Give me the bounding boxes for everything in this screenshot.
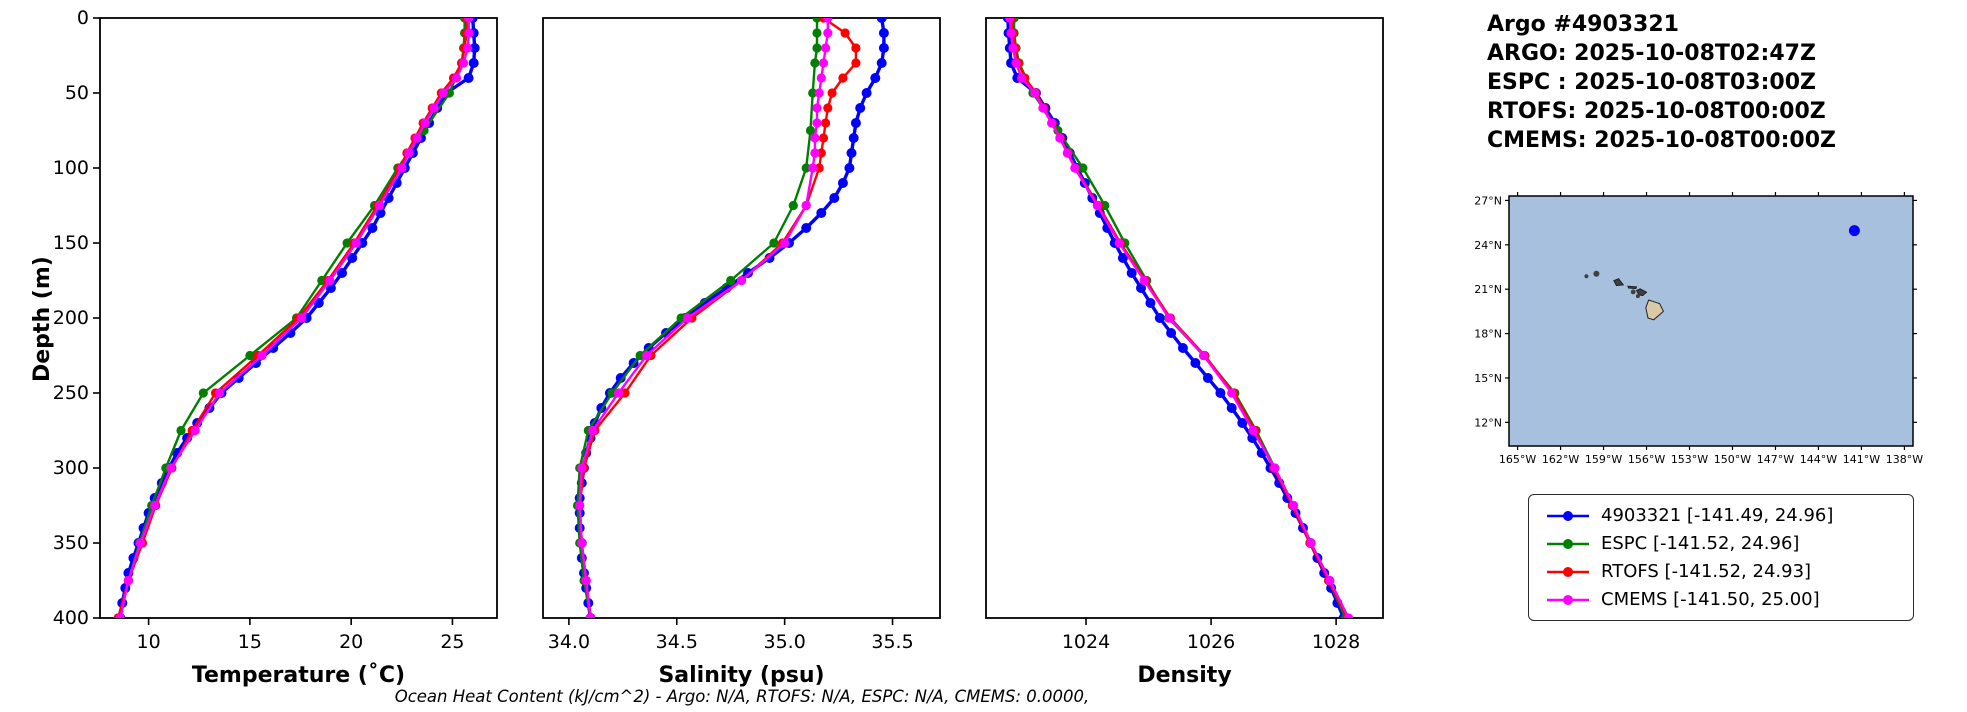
island-hawaii (1645, 299, 1665, 321)
svg-text:162°W: 162°W (1542, 453, 1579, 466)
map-svg: 165°W 162°W 159°W 156°W 153°W 150°W 147°W 144°W… (1474, 192, 1923, 466)
legend: 4903321 [-141.49, 24.96] ESPC [-141.52, 2… (1528, 494, 1914, 621)
svg-text:1028: 1028 (1312, 631, 1360, 653)
svg-text:27°N: 27°N (1474, 194, 1502, 207)
legend-label: CMEMS [-141.50, 25.00] (1601, 589, 1820, 610)
svg-text:50: 50 (65, 82, 89, 104)
svg-text:1026: 1026 (1187, 631, 1235, 653)
legend-item-cmems: CMEMS [-141.50, 25.00] (1545, 589, 1897, 610)
island-niihau (1584, 274, 1589, 279)
ocean-heat-content-caption: Ocean Heat Content (kJ/cm^2) - Argo: N/A… (394, 687, 1090, 706)
svg-text:Density: Density (1137, 663, 1231, 688)
island-molokai (1627, 285, 1638, 290)
svg-text:144°W: 144°W (1800, 453, 1837, 466)
svg-text:300: 300 (53, 457, 89, 479)
density-chart: 1024 1026 1028 Density (976, 0, 1395, 694)
legend-label: 4903321 [-141.49, 24.96] (1601, 505, 1834, 526)
svg-text:10: 10 (137, 631, 161, 653)
legend-line-marker-icon (1547, 510, 1589, 521)
salinity-chart: 34.0 34.5 35.0 35.5 Salinity (psu) (533, 0, 952, 694)
svg-text:18°N: 18°N (1474, 328, 1502, 341)
svg-text:20: 20 (339, 631, 363, 653)
svg-text:Salinity (psu): Salinity (psu) (658, 663, 824, 688)
svg-text:147°W: 147°W (1757, 453, 1794, 466)
svg-text:200: 200 (53, 307, 89, 329)
legend-item-4903321: 4903321 [-141.49, 24.96] (1545, 505, 1897, 526)
svg-text:159°W: 159°W (1585, 453, 1622, 466)
svg-text:Temperature (˚C): Temperature (˚C) (192, 663, 405, 688)
svg-text:34.5: 34.5 (656, 631, 698, 653)
density-profile-svg: 1024 1026 1028 Density (985, 17, 1384, 688)
temperature-chart: 10 15 20 25 0 50 100 150 200 250 300 350 400 Temperat… (42, 0, 509, 694)
svg-text:156°W: 156°W (1628, 453, 1665, 466)
svg-text:25: 25 (440, 631, 464, 653)
svg-text:150°W: 150°W (1714, 453, 1751, 466)
svg-text:250: 250 (53, 382, 89, 404)
svg-text:24°N: 24°N (1474, 239, 1502, 252)
svg-text:138°W: 138°W (1886, 453, 1923, 466)
legend-line-marker-icon (1547, 538, 1589, 549)
svg-text:400: 400 (53, 607, 89, 629)
island-kauai (1593, 270, 1600, 277)
svg-text:35.5: 35.5 (871, 631, 913, 653)
argo-timestamp: ARGO: 2025-10-08T02:47Z (1487, 41, 1816, 66)
svg-text:165°W: 165°W (1499, 453, 1536, 466)
svg-text:15°N: 15°N (1474, 372, 1502, 385)
legend-line-marker-icon (1547, 594, 1589, 605)
legend-item-rtofs: RTOFS [-141.52, 24.93] (1545, 561, 1897, 582)
legend-label: RTOFS [-141.52, 24.93] (1601, 561, 1812, 582)
svg-text:350: 350 (53, 532, 89, 554)
location-map: 165°W 162°W 159°W 156°W 153°W 150°W 147°W 144°W… (1448, 188, 1967, 492)
svg-text:141°W: 141°W (1843, 453, 1880, 466)
svg-text:12°N: 12°N (1474, 416, 1502, 429)
salinity-profile-svg: 34.0 34.5 35.0 35.5 Salinity (psu) (542, 17, 941, 688)
island-kahoolawe (1635, 294, 1640, 299)
espc-timestamp: ESPC : 2025-10-08T03:00Z (1487, 70, 1816, 95)
figure-title: Argo #4903321 (1487, 12, 1679, 37)
rtofs-timestamp: RTOFS: 2025-10-08T00:00Z (1487, 99, 1826, 124)
svg-text:34.0: 34.0 (548, 631, 590, 653)
svg-text:0: 0 (77, 7, 89, 29)
svg-text:100: 100 (53, 157, 89, 179)
svg-text:153°W: 153°W (1671, 453, 1708, 466)
legend-item-espc: ESPC [-141.52, 24.96] (1545, 533, 1897, 554)
svg-text:15: 15 (238, 631, 262, 653)
island-oahu (1613, 278, 1625, 287)
island-maui (1635, 288, 1648, 297)
legend-label: ESPC [-141.52, 24.96] (1601, 533, 1800, 554)
svg-text:21°N: 21°N (1474, 283, 1502, 296)
temperature-profile-svg: 10 15 20 25050100150200250300350400Temperat… (53, 7, 498, 688)
svg-text:35.0: 35.0 (763, 631, 805, 653)
island-lanai (1630, 289, 1636, 295)
legend-line-marker-icon (1547, 566, 1589, 577)
float-location-marker (1848, 225, 1860, 237)
cmems-timestamp: CMEMS: 2025-10-08T00:00Z (1487, 128, 1836, 153)
svg-text:1024: 1024 (1062, 631, 1110, 653)
header-block: Argo #4903321 ARGO: 2025-10-08T02:47Z ES… (1487, 10, 1836, 155)
svg-text:150: 150 (53, 232, 89, 254)
